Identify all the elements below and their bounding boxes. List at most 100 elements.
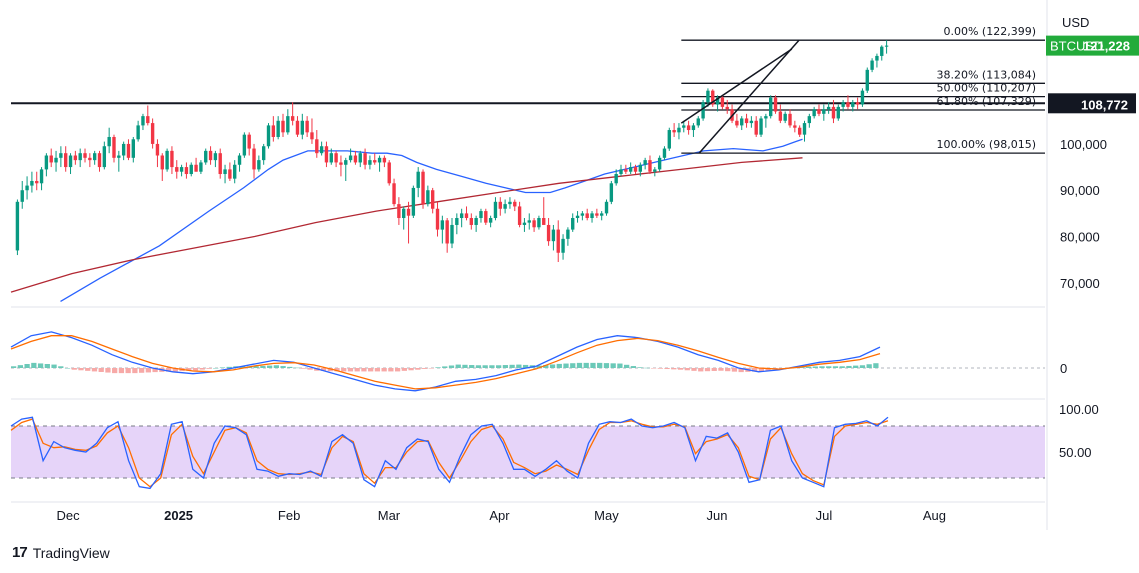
candle xyxy=(628,162,633,175)
candle-body xyxy=(324,146,329,163)
candle-body xyxy=(194,164,198,172)
candle xyxy=(402,206,406,230)
macd-histogram-bar xyxy=(664,368,670,370)
candle-body xyxy=(831,106,836,119)
macd-histogram-bar xyxy=(543,365,549,368)
candle-body xyxy=(769,97,773,117)
candle xyxy=(286,109,290,135)
macd-histogram-bar xyxy=(617,363,623,368)
macd-histogram-bar xyxy=(64,368,71,369)
macd-histogram-bar xyxy=(583,362,589,368)
price-tick-label: 70,000 xyxy=(1060,276,1100,291)
candle-body xyxy=(812,109,816,117)
candle-body xyxy=(672,130,676,133)
candle-body xyxy=(397,204,401,219)
candle xyxy=(426,185,430,207)
candle xyxy=(430,187,435,214)
candle xyxy=(754,116,758,137)
candle-body xyxy=(706,90,710,103)
macd-zero-label: 0 xyxy=(1060,361,1067,376)
candle xyxy=(595,208,599,219)
candle-body xyxy=(15,201,20,251)
macd-histogram-bar xyxy=(186,368,192,371)
candle-body xyxy=(455,218,459,225)
macd-histogram-bar xyxy=(354,368,360,372)
macd-histogram-bar xyxy=(85,368,91,371)
macd-histogram-bar xyxy=(650,368,657,369)
candle xyxy=(324,141,329,168)
macd-histogram-bar xyxy=(859,365,866,368)
candle-body xyxy=(662,148,667,158)
candle xyxy=(488,215,493,228)
macd-histogram-bar xyxy=(287,366,293,368)
candle-body xyxy=(392,183,396,205)
candle-body xyxy=(633,167,638,172)
candle-body xyxy=(527,220,531,223)
macd-histogram-bar xyxy=(624,364,630,368)
candle xyxy=(479,208,483,223)
candle-body xyxy=(334,153,338,163)
candle-body xyxy=(551,229,556,242)
candle xyxy=(870,58,874,73)
candle-body xyxy=(841,102,845,107)
candle-body xyxy=(865,69,869,91)
candle-body xyxy=(329,153,333,163)
macd-histogram-bar xyxy=(866,364,872,368)
candle xyxy=(532,218,536,232)
candle xyxy=(175,160,179,179)
tradingview-logo-mark: 17 xyxy=(12,544,28,561)
candle xyxy=(542,197,546,225)
time-tick-label: Aug xyxy=(923,508,946,523)
macd-histogram-bar xyxy=(98,368,104,372)
candle xyxy=(35,171,39,191)
candle-body xyxy=(537,218,541,228)
tradingview-logo[interactable]: 17 TradingView xyxy=(12,544,110,561)
candle-body xyxy=(363,153,367,165)
candle-body xyxy=(546,224,551,242)
macd-histogram-bar xyxy=(213,368,219,369)
candle-body xyxy=(208,150,213,161)
candle-body xyxy=(556,229,560,253)
macd-histogram-bar xyxy=(226,366,232,368)
fib-level-label: 61.80% (107,329) xyxy=(936,95,1036,108)
candle xyxy=(749,116,754,128)
candle xyxy=(97,150,102,172)
candle xyxy=(329,148,333,165)
macd-histogram-bar xyxy=(704,368,711,372)
candle-body xyxy=(561,238,565,253)
macd-histogram-bar xyxy=(421,368,428,369)
macd-histogram-bar xyxy=(603,363,610,368)
macd-histogram-bar xyxy=(549,364,556,368)
candle-body xyxy=(445,220,449,244)
macd-histogram-bar xyxy=(199,368,205,370)
candle xyxy=(455,213,459,235)
candle-body xyxy=(498,201,502,209)
macd-histogram-bar xyxy=(630,366,637,368)
candle xyxy=(300,113,304,140)
candle-body xyxy=(295,120,300,135)
candle xyxy=(339,155,343,177)
macd-histogram-bar xyxy=(91,368,98,372)
candle xyxy=(421,169,425,209)
macd-histogram-bar xyxy=(240,366,246,368)
candle-body xyxy=(585,213,589,219)
candle-body xyxy=(266,125,271,147)
candle-body xyxy=(300,120,304,135)
macd-histogram-bar xyxy=(805,366,812,368)
candle xyxy=(667,127,671,151)
macd-histogram-bar xyxy=(341,368,347,372)
candle xyxy=(218,148,222,179)
candle xyxy=(344,157,348,181)
macd-histogram-bar xyxy=(17,365,24,368)
price-tick-label: 90,000 xyxy=(1060,183,1100,198)
candle-body xyxy=(218,153,222,175)
candle xyxy=(406,201,411,244)
stochastic-d-line xyxy=(10,418,889,488)
candle-body xyxy=(368,160,372,165)
candle-body xyxy=(160,155,164,170)
ma-blue xyxy=(60,138,803,302)
candle-body xyxy=(406,208,411,216)
candle xyxy=(59,146,63,168)
symbol-label: BTCUSD xyxy=(1050,39,1103,54)
macd-histogram-bar xyxy=(738,368,744,373)
